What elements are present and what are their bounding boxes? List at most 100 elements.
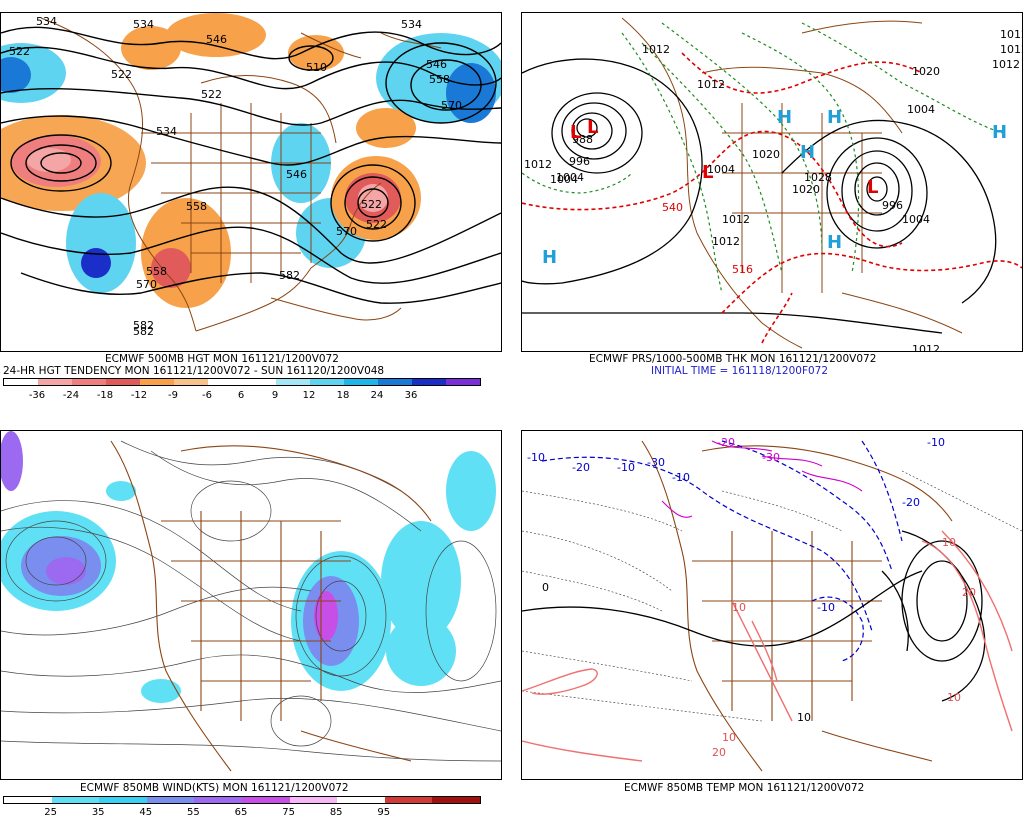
isotherm-label: -20 xyxy=(572,461,590,474)
high-pressure-label: H xyxy=(992,122,1007,143)
contour-label: 522 xyxy=(201,88,222,101)
panel-pressure-thickness: 1012 1012 996 988 1004 1012 1004 1020 10… xyxy=(521,0,1024,410)
colorbar-tick-label: 95 xyxy=(377,807,391,818)
colorbar-tick-label: -9 xyxy=(168,390,178,401)
contour-label: 522 xyxy=(366,218,387,231)
isotherms-warm xyxy=(522,530,1013,762)
colorbar-swatch xyxy=(384,797,433,803)
high-pressure-label: H xyxy=(542,247,557,268)
thickness-contours xyxy=(522,52,1022,344)
coastlines xyxy=(641,440,953,772)
isobar-label: 1012 xyxy=(912,343,940,351)
isotherm-label: -30 xyxy=(647,456,665,469)
colorbar-swatch xyxy=(378,379,412,385)
contour-label: 558 xyxy=(146,265,167,278)
isobar-label: 996 xyxy=(882,199,903,212)
contour-label: 558 xyxy=(429,73,450,86)
contour-label: 570 xyxy=(336,225,357,238)
colorbar-height-tendency xyxy=(3,378,481,386)
isobar-label: 1012 xyxy=(524,158,552,171)
isotherm-label: -10 xyxy=(672,471,690,484)
contour-label: 534 xyxy=(133,18,154,31)
caption-500mb-height: ECMWF 500MB HGT MON 161121/1200V072 xyxy=(105,353,339,365)
colorbar-tick-label: 85 xyxy=(329,807,343,818)
colorbar-swatch xyxy=(310,379,344,385)
colorbar-swatch xyxy=(344,379,378,385)
850mb-wind-chart xyxy=(1,431,501,772)
colorbar-tick-label: 35 xyxy=(91,807,105,818)
isotherms-cold xyxy=(541,440,903,662)
colorbar-swatch xyxy=(146,797,195,803)
panel-500mb-height: 534 534 522 522 534 546 522 558 570 546 … xyxy=(0,0,502,410)
low-pressure-label: L xyxy=(702,162,713,183)
colorbar-swatch xyxy=(140,379,174,385)
isobar-labels: 1012 1012 996 988 1004 1012 1004 1020 10… xyxy=(524,28,1022,351)
height-contours xyxy=(1,26,501,304)
contour-labels: 534 534 522 522 534 546 522 558 570 546 … xyxy=(9,15,462,338)
wind-speed-shading xyxy=(1,431,496,703)
colorbar-swatch xyxy=(174,379,208,385)
colorbar-tick-label: 12 xyxy=(302,390,316,401)
caption-pressure-thickness: ECMWF PRS/1000-500MB THK MON 161121/1200… xyxy=(589,353,877,365)
colorbar-tick-label: 25 xyxy=(44,807,57,818)
isobar-label: 1004 xyxy=(556,171,584,184)
colorbar-tick-label: 65 xyxy=(234,807,248,818)
contour-label: 534 xyxy=(36,15,57,28)
colorbar-tick-label: -12 xyxy=(130,390,148,401)
colorbar-swatch xyxy=(337,797,385,803)
contour-label: 522 xyxy=(9,45,30,58)
colorbar-tick-label: -36 xyxy=(28,390,46,401)
isotherm-label: -20 xyxy=(717,436,735,449)
isotherm-label: -10 xyxy=(617,461,635,474)
isobar-label: 1004 xyxy=(907,103,935,116)
contour-label: 510 xyxy=(306,61,327,74)
500mb-height-chart: 534 534 522 522 534 546 522 558 570 546 … xyxy=(1,13,501,338)
coastlines xyxy=(110,440,432,772)
isobar-label: 1012 xyxy=(722,213,750,226)
low-pressure-label: L xyxy=(587,117,598,138)
isobar-label: 1012 xyxy=(992,58,1020,71)
isotherm-label: -10 xyxy=(927,436,945,449)
isotherm-label: 10 xyxy=(732,601,746,614)
colorbar-swatch xyxy=(72,379,106,385)
colorbar-tick-label: -18 xyxy=(96,390,114,401)
height-tendency-shading xyxy=(1,13,501,308)
low-pressure-label: L xyxy=(867,177,878,198)
caption-height-tendency: 24-HR HGT TENDENCY MON 161121/1200V072 -… xyxy=(3,365,385,377)
isobar-label: 988 xyxy=(572,133,593,146)
colorbar-swatch xyxy=(4,797,52,803)
colorbar-tick-label: 55 xyxy=(187,807,200,818)
pressure-centers: H H H H H H L L L L xyxy=(542,107,1007,268)
colorbar-swatch xyxy=(446,379,480,385)
colorbar-swatch xyxy=(38,379,72,385)
colorbar-tick-label: 45 xyxy=(139,807,153,818)
coastlines xyxy=(621,17,963,349)
high-pressure-label: H xyxy=(777,107,792,128)
colorbar-swatch xyxy=(51,797,100,803)
high-pressure-label: H xyxy=(827,232,842,253)
isotherm-label: -10 xyxy=(817,601,835,614)
thickness-label: 540 xyxy=(662,201,683,214)
isobar-label: 1012 xyxy=(642,43,670,56)
map-850mb-temp: -10 -20 -10 -30 -10 -20 -30 -10 -10 10 1… xyxy=(521,430,1023,780)
isobar-label: 1020 xyxy=(792,183,820,196)
isotherm-label: 20 xyxy=(712,746,726,759)
low-pressure-label: L xyxy=(570,122,581,143)
isotherm-labels: -10 -20 -10 -30 -10 -20 -30 -10 -10 10 1… xyxy=(527,436,976,759)
panel-850mb-temp: -10 -20 -10 -30 -10 -20 -30 -10 -10 10 1… xyxy=(521,418,1024,819)
isotherm-label: 10 xyxy=(947,691,961,704)
contour-label: 546 xyxy=(206,33,227,46)
contour-label: 558 xyxy=(186,200,207,213)
contour-label: 534 xyxy=(156,125,177,138)
isotherms-thin xyxy=(522,470,1022,722)
isobar-label: 1012 xyxy=(712,235,740,248)
colorbar-swatch xyxy=(194,797,242,803)
caption-initial-time: INITIAL TIME = 161118/1200F072 xyxy=(651,365,829,377)
isotherm-label: -30 xyxy=(762,451,780,464)
colorbar-swatch xyxy=(99,797,147,803)
contour-label: 546 xyxy=(286,168,307,181)
isobar-label: 1028 xyxy=(804,171,832,184)
isobars xyxy=(522,58,997,334)
colorbar-swatch xyxy=(4,379,38,385)
isotherms-magenta xyxy=(661,440,863,518)
